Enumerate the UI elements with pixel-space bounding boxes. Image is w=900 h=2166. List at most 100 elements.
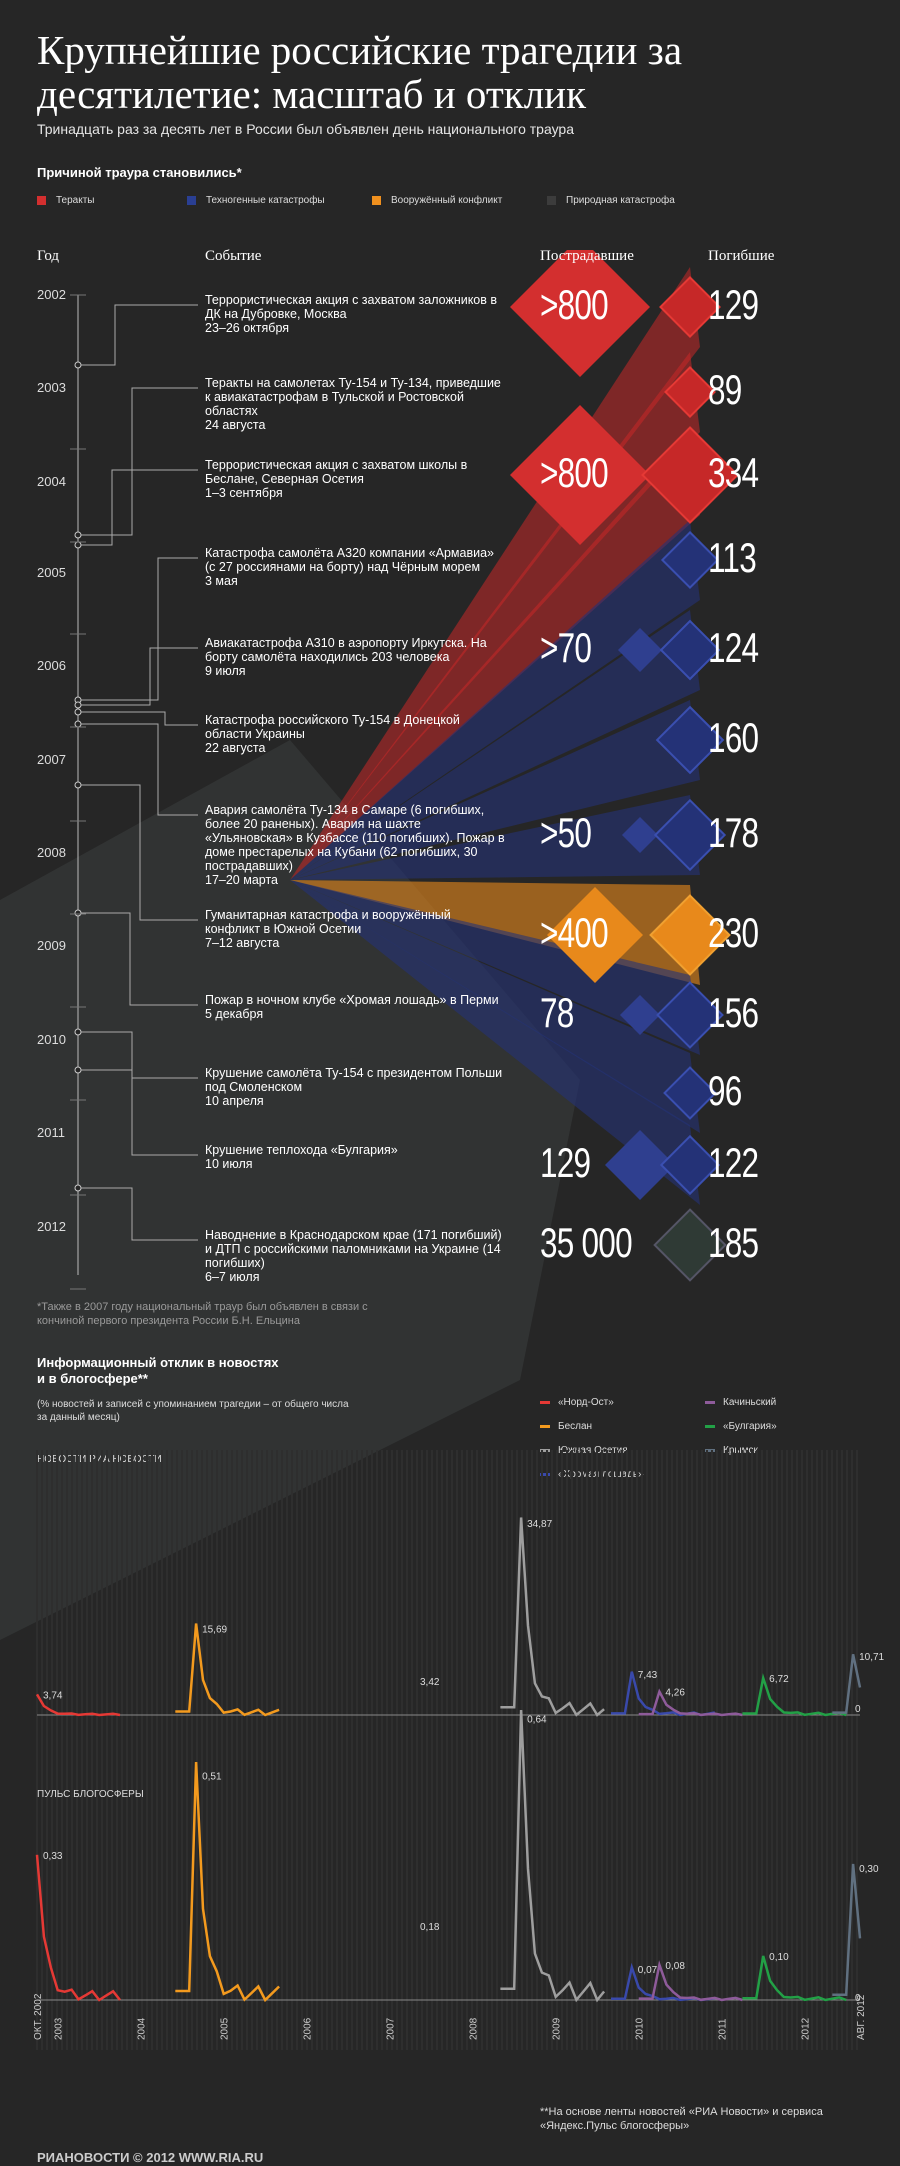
victims-diamond-4 xyxy=(618,628,662,672)
year-label-2: 2004 xyxy=(37,474,66,489)
event-row-5: Катастрофа российского Ту-154 в Донецкой… xyxy=(205,713,460,755)
legend-label-3: Природная катастрофа xyxy=(566,195,675,206)
victims-diamond-8 xyxy=(620,995,660,1035)
year-label-9: 2011 xyxy=(37,1125,65,1140)
legend-label-0: Теракты xyxy=(56,195,95,206)
dead-value-9: 96 xyxy=(708,1067,742,1114)
axis-year-0: ОКТ. 2002 xyxy=(33,1993,44,2040)
source-note: **На основе ленты новостей «РИА Новости»… xyxy=(540,2106,823,2132)
peak-label-4: 0,08 xyxy=(665,1961,685,1972)
col-year: Год xyxy=(37,248,60,264)
series-line-4 xyxy=(638,1960,743,2002)
axis-year-7: 2009 xyxy=(552,2017,563,2040)
victims-value-8: 78 xyxy=(540,989,574,1036)
series-line-0 xyxy=(35,1693,121,1717)
year-label-4: 2006 xyxy=(37,658,66,673)
event-row-2: Террористическая акция с захватом школы … xyxy=(205,458,468,500)
page-subtitle: Тринадцать раз за десять лет в России бы… xyxy=(37,121,574,137)
dead-diamond-4 xyxy=(659,619,721,681)
event-row-10: Крушение теплохода «Булгария» 10 июля xyxy=(205,1143,398,1171)
victims-value-10: 129 xyxy=(540,1139,591,1186)
victims-value-0: >800 xyxy=(540,281,609,328)
col-event: Событие xyxy=(205,248,262,264)
year-label-7: 2009 xyxy=(37,938,66,953)
panel2-title: ПУЛЬС БЛОГОСФЕРЫ xyxy=(37,1789,144,1800)
series-line-5 xyxy=(742,1955,847,2002)
series-label-1: Беслан xyxy=(558,1421,593,1432)
series-label-3: «Хромая лошадь» xyxy=(558,1469,644,1480)
dead-value-4: 124 xyxy=(708,624,759,671)
series-label-4: Качиньский xyxy=(723,1397,777,1408)
dead-value-7: 230 xyxy=(708,909,759,956)
peak-label-1: 15,69 xyxy=(202,1625,227,1636)
dead-diamond-3 xyxy=(660,530,720,590)
series-line-4 xyxy=(638,1688,743,1717)
year-label-8: 2010 xyxy=(37,1032,66,1047)
dead-diamond-8 xyxy=(656,981,724,1049)
response-heading: Информационный отклик в новостях и в бло… xyxy=(37,1355,279,1386)
year-label-3: 2005 xyxy=(37,565,66,580)
response-sub: (% новостей и записей с упоминанием траг… xyxy=(37,1399,349,1423)
dead-diamond-9 xyxy=(663,1066,717,1120)
legend-swatch-0 xyxy=(37,196,46,205)
axis-year-4: 2006 xyxy=(303,2017,314,2040)
event-row-9: Крушение самолёта Ту-154 с президентом П… xyxy=(205,1066,503,1108)
series-swatch-6 xyxy=(705,1449,715,1452)
peak-label-3: 0,07 xyxy=(638,1965,658,1976)
dead-diamond-11 xyxy=(653,1208,727,1282)
peak-label-6: 10,71 xyxy=(859,1652,884,1663)
footnote: *Также в 2007 году национальный траур бы… xyxy=(37,1301,368,1327)
peak-label-0: 0,33 xyxy=(43,1851,63,1862)
extra-annotation-3: 0 xyxy=(855,1993,861,2004)
dead-diamond-10 xyxy=(659,1134,721,1196)
victims-diamond-2 xyxy=(510,405,650,545)
year-label-10: 2012 xyxy=(37,1219,66,1234)
page-title: Крупнейшие российские трагедии за десяти… xyxy=(37,27,683,117)
peak-label-2: 0,64 xyxy=(527,1714,547,1725)
year-label-6: 2008 xyxy=(37,845,66,860)
event-row-1: Теракты на самолетах Ту-154 и Ту-134, пр… xyxy=(205,376,501,432)
series-swatch-3 xyxy=(540,1473,550,1476)
dead-diamond-6 xyxy=(653,798,727,872)
timeline-lines xyxy=(70,294,198,1290)
panel1-title: НОВОСТИ РИА НОВОСТИ xyxy=(37,1454,162,1465)
col-victims: Пострадавшие xyxy=(540,248,634,264)
series-swatch-5 xyxy=(705,1425,715,1428)
legend-heading: Причиной траура становились* xyxy=(37,165,242,180)
axis-year-9: 2011 xyxy=(718,2018,729,2040)
axis-year-2: 2004 xyxy=(137,2017,148,2040)
series-line-1 xyxy=(175,1762,280,2003)
legend-swatch-3 xyxy=(547,196,556,205)
victims-diamond-6 xyxy=(622,817,658,853)
series-swatch-1 xyxy=(540,1425,550,1428)
series-line-5 xyxy=(742,1673,847,1717)
victims-value-7: >400 xyxy=(540,909,609,956)
dead-diamond-5 xyxy=(655,705,725,775)
axis-year-8: 2010 xyxy=(635,2017,646,2040)
series-swatch-2 xyxy=(540,1449,550,1452)
axis-year-5: 2007 xyxy=(386,2017,397,2040)
dead-value-3: 113 xyxy=(708,534,757,581)
victims-diamond-0 xyxy=(510,250,650,377)
peak-label-4: 4,26 xyxy=(665,1688,685,1699)
victims-diamond-7 xyxy=(547,887,643,983)
dead-diamond-2 xyxy=(641,426,739,524)
axis-year-1: 2003 xyxy=(54,2017,65,2040)
peak-label-3: 7,43 xyxy=(638,1670,658,1681)
year-label-1: 2003 xyxy=(37,380,66,395)
cause-legend: Теракты Техногенные катастрофы Вооружённый… xyxy=(37,194,877,234)
axis-year-3: 2005 xyxy=(220,2017,231,2040)
series-label-6: Крымск xyxy=(723,1445,758,1456)
peak-label-6: 0,30 xyxy=(859,1864,879,1875)
axis-year-10: 2012 xyxy=(801,2017,812,2040)
series-line-2 xyxy=(500,1709,606,2003)
victims-diamond-10 xyxy=(605,1130,675,1200)
dead-value-1: 89 xyxy=(708,366,742,413)
series-line-0 xyxy=(35,1854,121,2002)
peak-label-5: 6,72 xyxy=(769,1674,789,1685)
dead-diamond-1 xyxy=(664,366,716,418)
series-label-5: «Булгария» xyxy=(723,1421,777,1432)
peak-label-0: 3,74 xyxy=(43,1690,63,1701)
extra-annotation-2: 0 xyxy=(855,1704,861,1715)
event-row-4: Авиакатастрофа А310 в аэропорту Иркутска… xyxy=(205,636,487,678)
